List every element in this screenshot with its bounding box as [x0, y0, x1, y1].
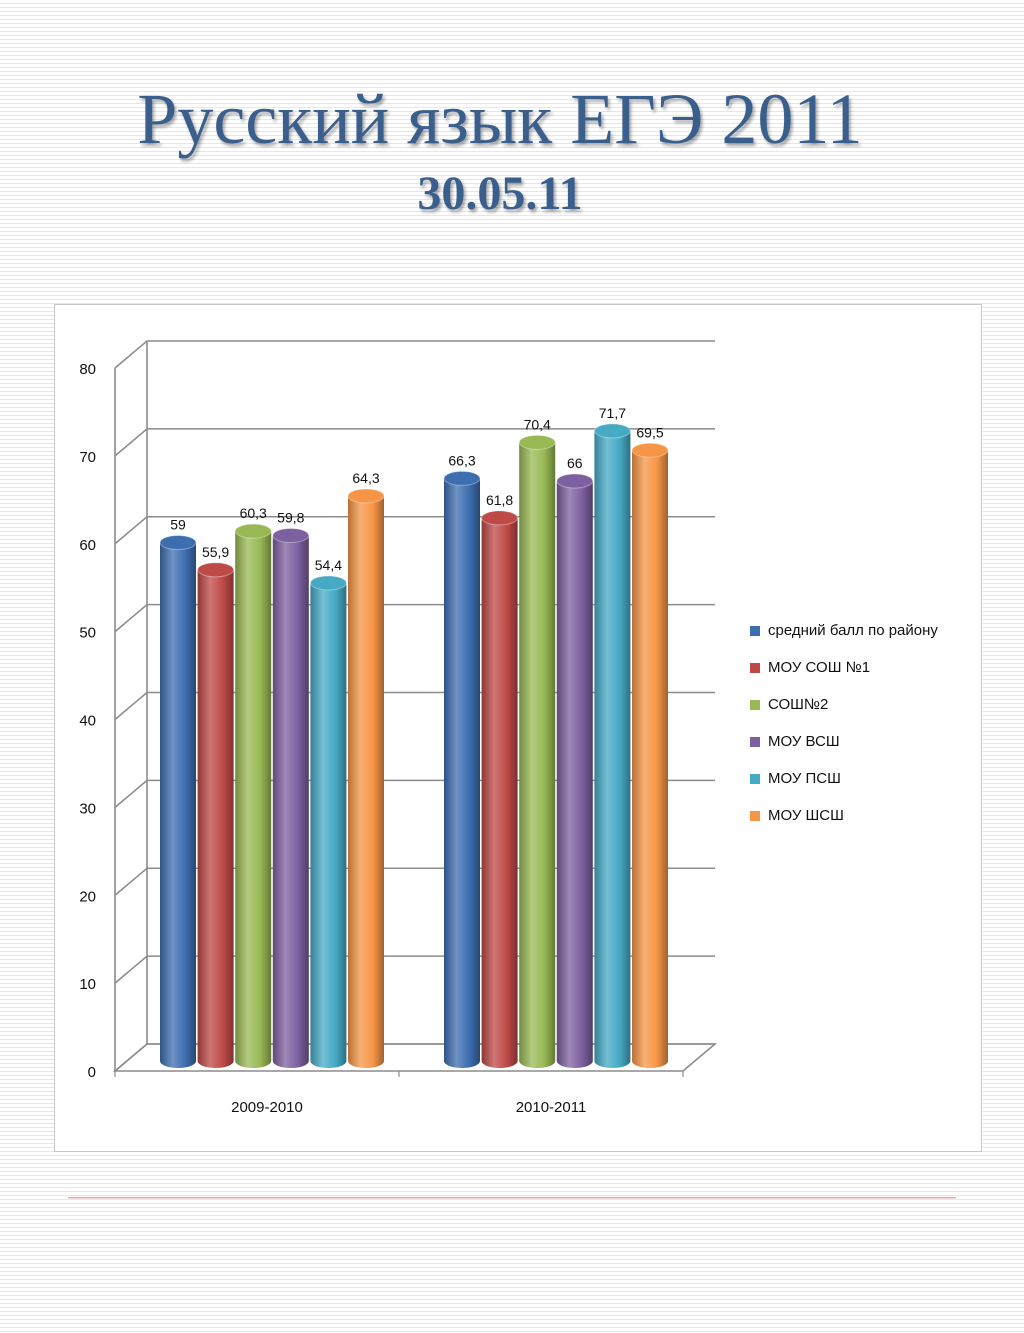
data-label: 60,3: [240, 505, 267, 521]
bar: [556, 473, 594, 1069]
legend-label: МОУ СОШ №1: [768, 659, 871, 676]
bar-cap: [197, 562, 235, 578]
slide-title: Русский язык ЕГЭ 2011: [137, 79, 863, 159]
legend-label: МОУ ВСШ: [768, 733, 840, 750]
bar-cap: [309, 575, 347, 591]
bar: [443, 470, 481, 1068]
legend-item: МОУ ШСШ: [750, 807, 938, 844]
legend-swatch: [750, 700, 760, 710]
y-tick-label: 30: [79, 800, 96, 817]
bar: [593, 423, 631, 1069]
data-label: 59: [170, 517, 186, 533]
legend-swatch: [750, 626, 760, 636]
y-tick-label: 60: [79, 537, 96, 554]
bar: [197, 562, 235, 1069]
bar-cap: [556, 473, 594, 489]
bar-body: [197, 569, 234, 1069]
bar-body: [348, 495, 384, 1068]
data-label: 61,8: [486, 492, 513, 508]
bar: [518, 434, 556, 1069]
bar-body: [235, 531, 272, 1068]
data-label: 69,5: [636, 424, 663, 440]
bar: [481, 510, 519, 1068]
x-category-label: 2009-2010: [231, 1099, 303, 1116]
bar-cap: [234, 523, 272, 539]
chart-floor: [112, 1043, 718, 1072]
bar-cap: [631, 442, 669, 458]
bar-body: [310, 582, 347, 1069]
legend-item: средний балл по району: [750, 622, 938, 659]
bar-body: [272, 535, 309, 1069]
x-category-label: 2010-2011: [516, 1099, 587, 1116]
legend-label: СОШ№2: [768, 696, 829, 713]
legend-label: МОУ ПСШ: [768, 770, 841, 787]
data-label: 55,9: [202, 544, 229, 560]
data-label: 64,3: [352, 470, 379, 486]
gridline: [114, 340, 715, 369]
bar: [272, 528, 310, 1069]
bar-body: [519, 442, 556, 1069]
y-tick-label: 0: [88, 1064, 96, 1081]
footer-divider: [68, 1197, 956, 1198]
bar: [234, 523, 272, 1068]
slide-subtitle: 30.05.11: [417, 167, 583, 220]
legend-item: МОУ ПСШ: [750, 770, 938, 807]
legend-swatch: [750, 774, 760, 784]
y-tick-label: 50: [79, 625, 96, 642]
bar-body: [444, 478, 480, 1068]
bar-body: [556, 481, 593, 1069]
data-label: 59,8: [277, 510, 304, 526]
bar-body: [594, 430, 631, 1069]
y-tick-label: 80: [79, 361, 96, 378]
legend-item: МОУ СОШ №1: [750, 659, 938, 696]
data-label: 66,3: [448, 452, 475, 468]
y-tick-label: 20: [79, 888, 96, 905]
legend-swatch: [750, 811, 760, 821]
bar: [347, 488, 385, 1068]
data-label: 66: [567, 455, 583, 471]
legend-swatch: [750, 663, 760, 673]
bar-cap: [272, 528, 310, 544]
bar-body: [160, 542, 196, 1068]
y-tick-label: 40: [79, 713, 96, 730]
bar: [631, 442, 669, 1068]
bar: [159, 535, 197, 1068]
bar-cap: [481, 510, 519, 526]
data-label: 54,4: [315, 557, 342, 573]
data-label: 71,7: [599, 405, 626, 421]
legend-label: МОУ ШСШ: [768, 807, 844, 824]
bar-cap: [518, 434, 556, 450]
bar: [309, 575, 347, 1069]
legend-item: МОУ ВСШ: [750, 733, 938, 770]
footer-divider-shadow: [68, 1198, 956, 1199]
chart-legend: средний балл по району МОУ СОШ №1 СОШ№2 МОУ…: [750, 622, 938, 844]
y-tick-label: 10: [79, 976, 96, 993]
legend-label: средний балл по району: [768, 622, 938, 639]
bar-cap: [159, 535, 197, 551]
legend-item: СОШ№2: [750, 696, 938, 733]
data-label: 70,4: [524, 416, 551, 432]
bar-cap: [443, 470, 481, 486]
y-tick-label: 70: [79, 449, 96, 466]
bar-body: [632, 450, 668, 1068]
bar-body: [481, 517, 518, 1068]
bar-cap: [347, 488, 385, 504]
bar-cap: [593, 423, 631, 439]
legend-swatch: [750, 737, 760, 747]
